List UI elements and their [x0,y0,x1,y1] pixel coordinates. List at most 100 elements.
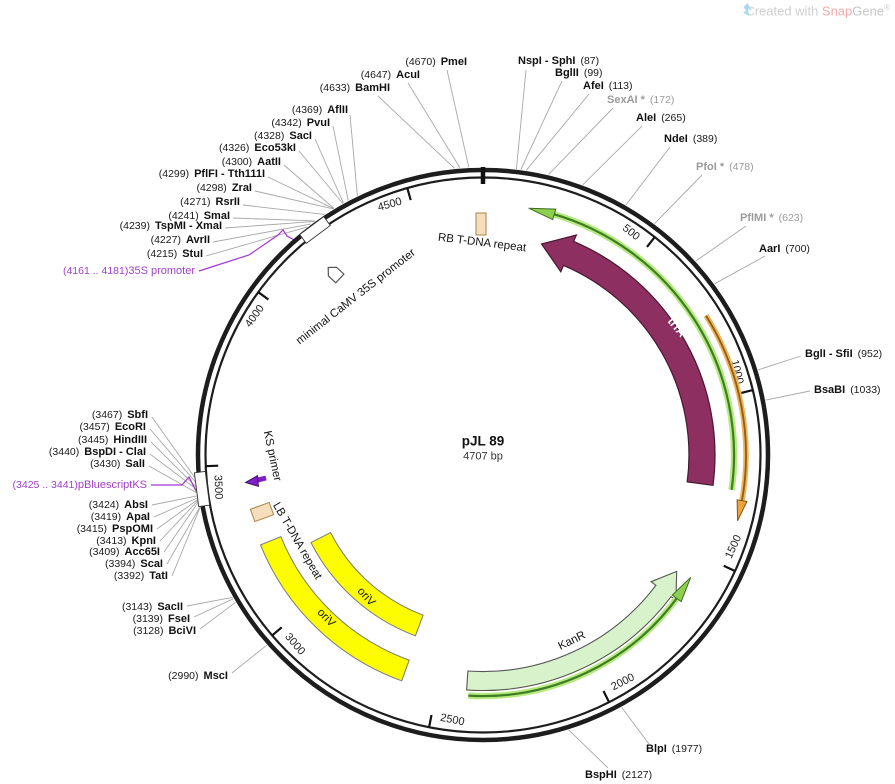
site-label-BlpI[interactable]: BlpI (1977) [646,743,703,755]
watermark-text: Created with SnapGene® [745,3,890,19]
site-label-PfoI[interactable]: PfoI * (478) [696,161,754,173]
arc-arrow-orange[interactable] [705,315,747,504]
site-label-TspMIXmaI[interactable]: (4239) TspMI - XmaI [119,220,222,232]
connector-AcuI [407,82,461,169]
connector-ApaI [153,497,199,518]
tick-label-4000: 4000 [243,303,267,330]
plasmid-size: 4707 bp [463,450,503,463]
connector-AfeI [525,93,590,171]
lb-tdna-box[interactable] [249,501,275,523]
site-label-AflII[interactable]: (4369) AflII [291,104,348,116]
site-label-ApaI[interactable]: (3419) ApaI [90,511,150,523]
plasmid-name: pJL 89 [461,433,505,449]
site-label-PspOMI[interactable]: (3415) PspOMI [76,523,153,535]
connector-SexAI [548,107,614,175]
site-label-ZraI[interactable]: (4298) ZraI [196,182,252,194]
site-label-MscI[interactable]: (2990) MscI [168,670,228,682]
site-label-PvuI[interactable]: (4342) PvuI [271,117,330,129]
connector-PspOMI [156,498,199,530]
thin-arrow-green-2-head [671,576,692,603]
connector-SbfI [151,416,197,480]
connector-NdeI [625,146,671,206]
site-label-RsrII[interactable]: (4271) RsrII [180,196,240,208]
site-label-BciVI[interactable]: (3128) BciVI [133,625,196,637]
site-label-BglII[interactable]: BglII (99) [555,67,603,79]
site-label-BglISfiI[interactable]: BglI - SfiI (952) [805,348,883,360]
feature-band-oriv-inner[interactable] [310,531,424,637]
site-label-AvrII[interactable]: (4227) AvrII [150,234,210,246]
site-label-BspHI[interactable]: BspHI (2127) [585,769,653,781]
site-label-PflFITth111I[interactable]: (4299) PflFI - Tth111I [158,168,265,180]
connector-PmeI [446,69,470,168]
tick-3000 [271,626,283,637]
site-label-AcuI[interactable]: (4647) AcuI [360,69,420,81]
region-label-35Spromoter[interactable]: (4161 .. 4181)35S promoter [62,265,195,277]
connector-AflII [349,114,358,196]
connector-SacII [186,596,233,607]
connector-FseI [193,598,234,618]
site-label-ScaI[interactable]: (3394) ScaI [105,558,163,570]
connector-MscI [231,644,267,674]
tick-2000 [602,690,611,703]
connector-EcoRI [149,428,197,484]
feature-arrow-trfa[interactable] [540,234,716,486]
site-label-Acc65I[interactable]: (3409) Acc65I [89,546,160,558]
connector-SacI [314,138,344,204]
connector-BglISfiI [757,355,802,371]
site-label-BamHI[interactable]: (4633) BamHI [319,82,390,94]
connector-KpnI [159,499,199,542]
feature-band-oriv-outer[interactable] [259,536,410,682]
connector-BlpI [621,707,650,745]
connector-AvrII [212,223,311,243]
site-label-FseI[interactable]: (3139) FseI [132,613,190,625]
ks-primer-arrow[interactable] [244,474,267,488]
site-label-EcoRI[interactable]: (3457) EcoRI [79,421,146,433]
site-label-SacI[interactable]: (4328) SacI [254,130,312,142]
tick-1500 [723,564,736,573]
connector-SmaI [232,217,316,222]
site-label-SalI[interactable]: (3430) SalI [90,458,145,470]
site-label-BsaBI[interactable]: BsaBI (1033) [814,384,881,396]
site-label-NspISphI[interactable]: NspI - SphI (87) [518,55,600,67]
feature-arrow-kanr[interactable] [466,570,678,691]
connector-BspHI [568,729,609,769]
site-label-SexAI[interactable]: SexAI * (172) [607,94,675,106]
tick-3500 [205,464,219,468]
rb-tdna-box[interactable] [475,212,487,236]
site-label-SmaI[interactable]: (4241) SmaI [168,210,230,222]
thin-arrow-green-2[interactable] [468,596,679,698]
site-label-BspDIClaI[interactable]: (3440) BspDI - ClaI [48,446,146,458]
connector-AarI [714,255,766,285]
site-cluster-notch-topleft [299,215,331,245]
site-label-AarI[interactable]: AarI (700) [759,243,810,255]
connector-RsrII [242,204,325,215]
site-label-StuI[interactable]: (4215) StuI [146,248,203,260]
connector-Acc65I [163,501,200,553]
thin-arrow-green-1[interactable] [551,212,736,491]
connector-BciVI [199,601,236,630]
site-label-NdeI[interactable]: NdeI (389) [664,133,718,145]
region-label-pBluescriptKS[interactable]: (3425 .. 3441)pBluescriptKS [12,479,147,491]
promoter-pentagon-icon[interactable] [327,266,345,284]
tick-4000 [257,291,270,301]
tick-2500 [428,714,433,728]
site-label-SbfI[interactable]: (3467) SbfI [91,409,148,421]
site-label-KpnI[interactable]: (3413) KpnI [96,535,156,547]
tick-label-3500: 3500 [212,475,225,500]
site-label-Eco53kI[interactable]: (4326) Eco53kI [219,142,296,154]
site-label-TatI[interactable]: (3392) TatI [113,570,168,582]
tick-4500 [406,187,412,201]
plasmid-title: pJL 89 4707 bp [462,434,505,463]
connector-AbsI [151,495,198,506]
site-label-SacII[interactable]: (3143) SacII [121,601,183,613]
site-label-PflMI[interactable]: PflMI * (623) [740,212,804,224]
connector-PfoI [654,174,703,225]
site-label-AfeI[interactable]: AfeI (113) [583,80,633,92]
connector-TspMIXmaI [224,220,315,229]
site-label-AbsI[interactable]: (3424) AbsI [88,499,148,511]
site-label-AatII[interactable]: (4300) AatII [221,156,281,168]
site-label-AleI[interactable]: AleI (265) [636,112,686,124]
site-label-HindIII[interactable]: (3445) HindIII [78,434,147,446]
site-label-PmeI[interactable]: (4670) PmeI [405,56,467,68]
